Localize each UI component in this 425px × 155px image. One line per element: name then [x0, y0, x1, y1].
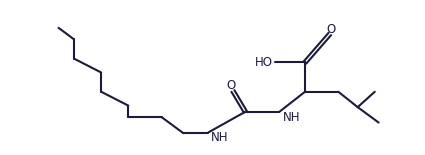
Text: O: O: [226, 79, 235, 92]
Text: O: O: [327, 23, 336, 36]
Text: HO: HO: [255, 56, 272, 69]
Text: NH: NH: [211, 131, 229, 144]
Text: NH: NH: [283, 111, 300, 124]
